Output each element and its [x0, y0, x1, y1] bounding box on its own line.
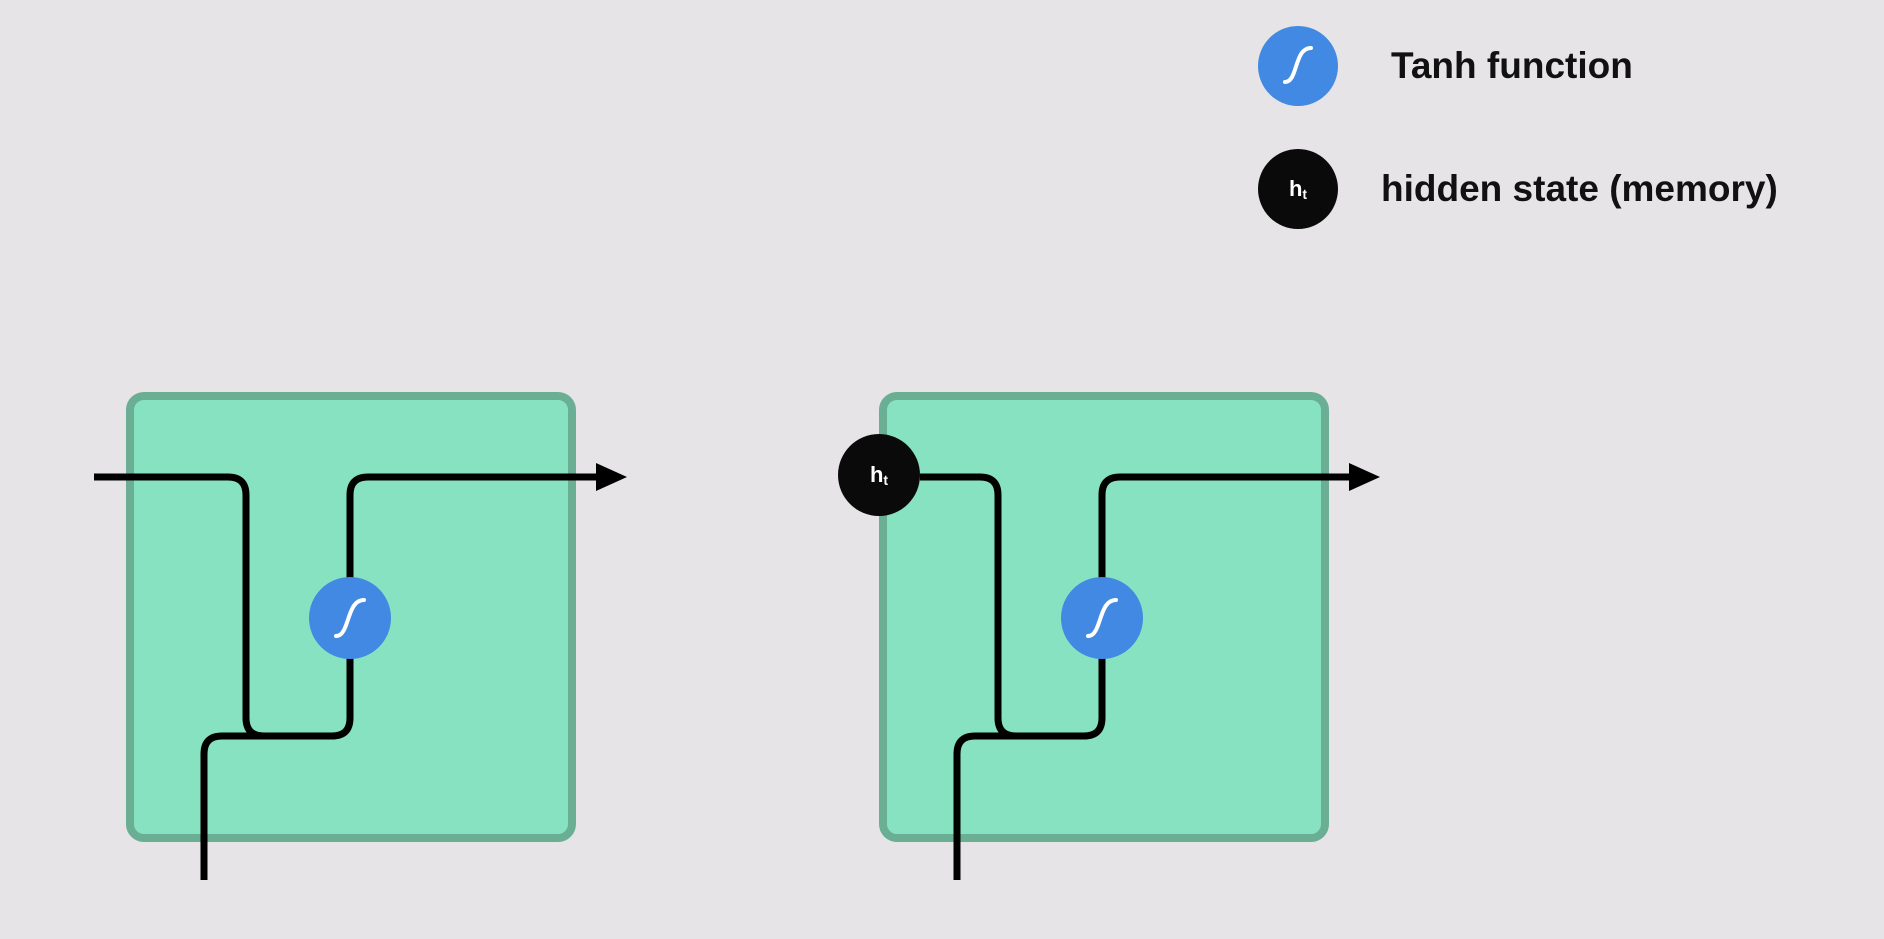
legend-tanh-label: Tanh function [1391, 45, 1633, 86]
cell-1-bottom-input [200, 732, 264, 880]
hidden-symbol: h [1288, 175, 1303, 201]
cell-2-bottom-input [953, 732, 1016, 880]
cell-2-tanh-node [1061, 577, 1143, 659]
hidden-subscript: t [1302, 185, 1308, 202]
ht-subscript: t [883, 471, 889, 488]
tanh-icon [1258, 26, 1338, 106]
cell-1-output-arrow [596, 463, 627, 491]
ht-symbol: h [869, 461, 884, 487]
hidden-state-icon: ht [1258, 149, 1338, 229]
cell-1-tanh-node [309, 577, 391, 659]
cell-2-hidden-state-node: ht [838, 434, 920, 516]
legend-tanh: Tanh function [1258, 26, 1633, 106]
cell-2-output-arrow [1349, 463, 1380, 491]
cell-2-input-line [920, 473, 1354, 740]
cell-1-input-line [94, 473, 600, 740]
legend-hidden-label: hidden state (memory) [1381, 168, 1778, 209]
legend-hidden-state: ht hidden state (memory) [1258, 149, 1778, 229]
